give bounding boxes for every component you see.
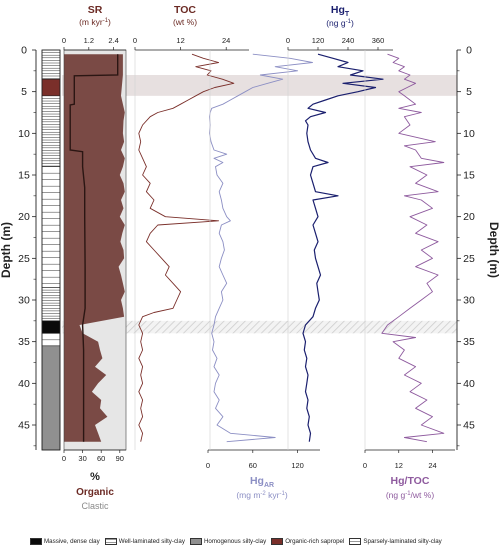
lithology-column [41,49,61,451]
hgt-title: HgT [331,4,350,18]
highlight-band-hatched [62,320,457,334]
lithology-legend: Massive, dense clay Well-laminated silty-… [30,533,496,549]
organic-percent-label: % [90,471,100,483]
legend-item: Massive, dense clay [30,537,100,545]
depth-tick-label: 30 [18,295,30,307]
legend-label: Massive, dense clay [44,537,100,545]
depth-tick-label: 25 [463,253,475,265]
legend-item: Sparsely-laminated silty-clay [349,537,442,545]
legend-label: Sparsely-laminated silty-clay [363,537,442,545]
depth-axes: 0 5 10 15 20 25 30 35 40 45 0 5 10 15 20 25 30 35 40 45 Dept… [0,45,500,450]
hgt-unit: (ng g-1) [326,18,354,28]
hgar-tick-label: 60 [249,461,257,470]
hgt-tick-label: 360 [372,36,385,45]
sr-line [69,54,119,442]
lithology-unit [41,78,61,97]
toc-line [138,53,235,442]
hgtoc-unit: (ng g-1/wt %) [386,490,434,500]
hgt-panel: 0 120 240 360 [286,36,393,442]
depth-tick-label: 20 [463,211,475,223]
legend-label: Organic-rich sapropel [285,537,345,545]
depth-tick-label: 30 [463,295,475,307]
hgtoc-tick-label: 12 [395,461,403,470]
depth-label-right: Depth (m) [487,222,500,278]
hgt-tick-label: 120 [312,36,325,45]
hgar-panel: 0 60 120 [206,53,320,470]
depth-figure: 0 1.2 2.40 30 60 90 0 12 24 0 60 120 0 120 240 360 0… [0,4,500,511]
depth-tick-label: 25 [18,253,30,265]
hgtoc-tick-label: 24 [428,461,436,470]
panel-labels: SR(m kyr-1) TOC(wt %) HgT(ng g-1) HgAR(mg m… [76,4,434,511]
depth-tick-label: 15 [18,170,30,182]
depth-tick-label: 40 [463,378,475,390]
legend-item: Well-laminated silty-clay [104,537,185,545]
depth-tick-label: 0 [466,45,472,57]
legend-swatch [104,537,117,545]
legend-swatch [271,537,284,545]
depth-tick-label: 0 [21,45,27,57]
depth-tick-label: 20 [18,211,30,223]
depth-tick-label: 45 [18,420,30,432]
depth-tick-label: 35 [463,336,475,348]
hgar-title: HgAR [250,475,274,489]
toc-tick-label: 12 [176,36,184,45]
lithology-unit [41,320,61,334]
sr-title: SR [88,4,103,16]
toc-title: TOC [174,4,196,16]
sr-unit: (m kyr-1) [79,17,111,27]
organic-bottom-tick-label: 30 [78,454,86,463]
legend-swatch [30,537,42,545]
depth-tick-label: 10 [463,128,475,140]
hgt-tick-label: 0 [286,36,290,45]
toc-tick-label: 0 [133,36,137,45]
sr-top-tick-label: 2.4 [108,36,118,45]
depth-tick-label: 45 [463,420,475,432]
sr-top-tick-label: 1.2 [84,36,94,45]
toc-unit: (wt %) [173,17,197,27]
legend-label: Homogenous silty-clay [203,537,267,545]
lithology-unit [41,49,61,80]
organic-bottom-tick-label: 0 [62,454,66,463]
depth-tick-label: 40 [18,378,30,390]
hgar-line [209,53,313,443]
legend-swatch [189,537,202,545]
hgar-tick-label: 120 [291,461,304,470]
organic-label: Organic [76,487,114,498]
depth-tick-label: 15 [463,170,475,182]
organic-bottom-tick-label: 90 [116,454,124,463]
hgt-tick-label: 240 [342,36,355,45]
depth-tick-label: 5 [466,86,472,98]
sr-top-tick-label: 0 [62,36,66,45]
legend-label: Well-laminated silty-clay [118,537,185,545]
hgt-line [302,53,384,442]
lithology-unit [41,345,61,451]
depth-label-left: Depth (m) [0,222,13,278]
hgtoc-tick-label: 0 [363,461,367,470]
hgar-tick-label: 0 [206,461,210,470]
organic-bottom-tick-label: 60 [97,454,105,463]
legend-swatch [349,537,362,545]
lithology-unit [41,166,61,288]
hgar-unit: (mg m-2 kyr-1) [236,490,287,500]
legend-item: Organic-rich sapropel [271,537,345,545]
depth-tick-label: 10 [18,128,30,140]
lithology-frame [41,49,61,451]
toc-panel: 0 12 24 [133,36,249,442]
hgtoc-line [381,53,445,443]
hgtoc-title: Hg/TOC [391,475,430,487]
depth-tick-label: 5 [21,86,27,98]
hgtoc-panel: 0 12 24 [363,53,455,470]
toc-tick-label: 24 [222,36,230,45]
sr-panel: 0 1.2 2.4 0 30 60 90 [62,36,127,463]
depth-tick-label: 35 [18,336,30,348]
clastic-label: Clastic [81,501,109,511]
legend-item: Homogenous silty-clay [189,537,267,545]
